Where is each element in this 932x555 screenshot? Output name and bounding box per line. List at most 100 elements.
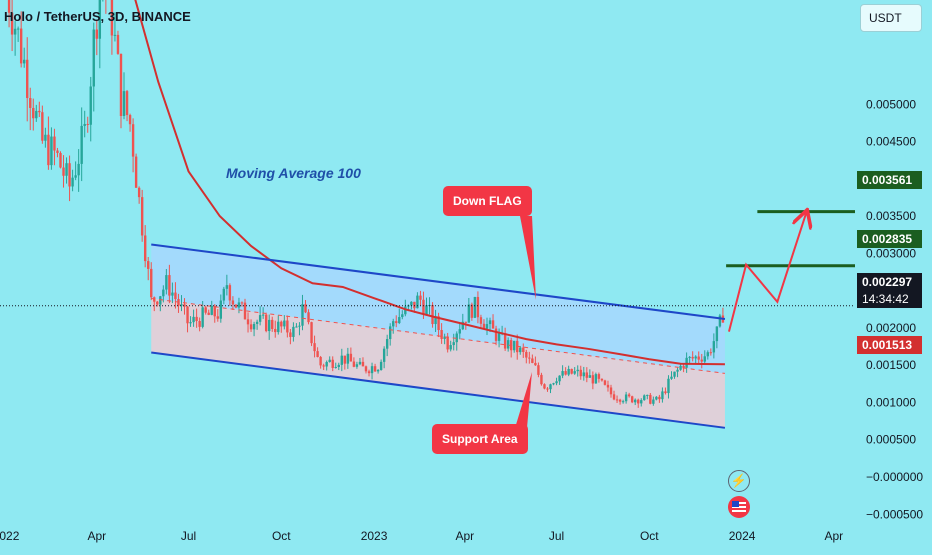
candle-body	[68, 163, 71, 187]
candle-body	[131, 124, 135, 157]
candle-body	[431, 304, 434, 325]
candle-body	[219, 300, 223, 319]
candle-body	[159, 296, 162, 305]
bar-countdown-tag: 14:34:42	[857, 290, 922, 308]
candle-body	[295, 326, 298, 328]
candle-body	[443, 336, 446, 339]
y-axis-tick-label: 0.003000	[866, 246, 916, 260]
target-mid-price-tag: 0.002835	[857, 230, 922, 248]
x-axis-tick-label: 2023	[361, 529, 388, 543]
candle-body	[464, 321, 468, 323]
candle-body	[597, 374, 601, 379]
candle-body	[222, 288, 226, 301]
candle-body	[147, 261, 150, 269]
y-axis-tick-label: 0.001000	[866, 395, 916, 409]
candle-body	[165, 275, 168, 290]
lightning-icon[interactable]: ⚡	[728, 470, 750, 492]
channel-lower-line	[151, 351, 726, 429]
candle-body	[119, 53, 123, 116]
candle-body	[168, 275, 171, 296]
candle-body	[113, 34, 117, 36]
currency-selector-button[interactable]: USDT	[860, 4, 922, 32]
candle-body	[98, 0, 102, 39]
candle-body	[50, 136, 53, 166]
candle-body	[567, 368, 570, 375]
candle-body	[413, 301, 416, 309]
candle-body	[404, 306, 407, 315]
candle-body	[497, 333, 501, 341]
candle-body	[343, 355, 347, 364]
candle-body	[434, 316, 437, 325]
x-axis-tick-label: Jul	[181, 529, 196, 543]
y-axis-tick-label: 0.001500	[866, 358, 916, 372]
candle-body	[207, 312, 210, 315]
chart-title: Holo / TetherUS, 3D, BINANCE	[4, 9, 191, 24]
channel-mid-line	[151, 298, 725, 374]
us-flag-icon[interactable]	[728, 496, 750, 518]
candle-body	[213, 305, 216, 317]
candle-body	[319, 357, 322, 366]
candle-body	[337, 364, 340, 367]
candle-body	[246, 319, 250, 325]
candle-body	[310, 322, 313, 344]
candle-body	[334, 366, 337, 368]
candle-body	[694, 356, 697, 359]
candle-body	[555, 381, 558, 384]
candle-body	[458, 329, 461, 334]
candle-body	[449, 345, 452, 350]
candle-body	[331, 359, 334, 368]
candle-body	[156, 301, 159, 305]
channel-lower-fill	[151, 298, 725, 428]
down-flag-callout: Down FLAG	[443, 186, 532, 216]
candle-body	[125, 91, 129, 116]
candle-body	[461, 321, 464, 330]
candle-body	[349, 353, 353, 362]
candle-body	[564, 371, 567, 375]
candle-body	[615, 399, 619, 401]
candle-body	[709, 352, 713, 354]
candle-body	[606, 384, 610, 388]
candle-body	[455, 333, 458, 343]
candle-body	[452, 342, 455, 346]
candle-body	[422, 299, 425, 315]
candle-body	[370, 366, 374, 374]
candle-body	[216, 316, 219, 319]
candle-body	[603, 380, 607, 385]
candle-body	[373, 366, 377, 372]
candle-body	[35, 110, 38, 119]
candle-body	[32, 107, 35, 119]
candle-body	[624, 394, 628, 402]
x-axis-tick-label: Apr	[455, 529, 474, 543]
candle-body	[673, 371, 676, 377]
candle-body	[382, 348, 386, 362]
candle-body	[600, 378, 604, 381]
candle-body	[292, 326, 295, 337]
support-area-pointer	[515, 372, 532, 428]
candle-body	[506, 340, 510, 349]
candle-body	[546, 388, 549, 390]
down-flag-pointer	[520, 216, 536, 300]
candle-body	[634, 399, 637, 403]
candle-body	[558, 375, 561, 382]
candle-body	[385, 339, 389, 349]
candle-body	[588, 375, 592, 378]
candle-body	[240, 302, 244, 304]
candle-body	[479, 317, 483, 324]
candle-body	[153, 297, 156, 302]
candle-body	[398, 317, 401, 324]
support-area-callout: Support Area	[432, 424, 528, 454]
x-axis-tick-label: Apr	[824, 529, 843, 543]
candle-body	[392, 321, 395, 327]
x-axis-tick-label: Oct	[640, 529, 659, 543]
y-axis-tick-label: −0.000500	[866, 507, 923, 521]
candle-body	[612, 394, 616, 400]
candle-body	[134, 156, 138, 188]
candle-body	[322, 365, 325, 367]
candle-body	[189, 322, 192, 324]
candle-body	[543, 384, 546, 389]
candle-body	[286, 320, 289, 333]
candle-body	[352, 361, 356, 367]
candle-body	[92, 29, 95, 87]
